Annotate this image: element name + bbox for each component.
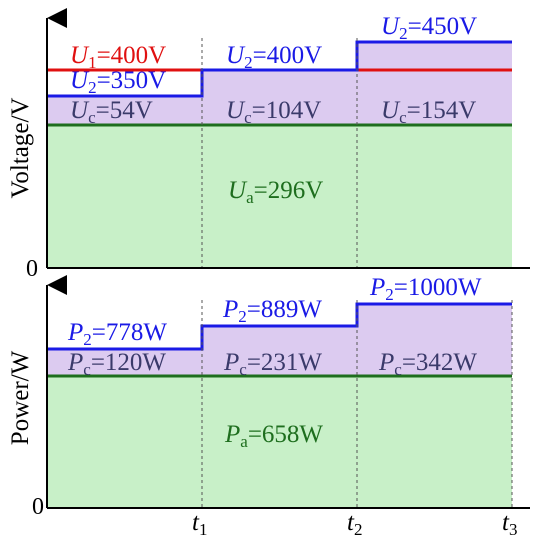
power-purple-area-3 bbox=[357, 304, 512, 376]
p2-step-line bbox=[47, 302, 512, 351]
power-green-area bbox=[47, 376, 512, 508]
u2-step-line bbox=[47, 40, 512, 98]
p2-label-b: P2=889W bbox=[222, 296, 322, 326]
u2-label-a: U2=350V bbox=[70, 67, 166, 97]
pc-label-a: Pc=120W bbox=[67, 349, 166, 379]
voltage-purple-area-3 bbox=[357, 42, 512, 125]
voltage-axis-title: Voltage/V bbox=[7, 98, 34, 199]
power-purple-area-1 bbox=[47, 349, 202, 376]
uc-label-b: Uc=104V bbox=[226, 97, 321, 127]
p2-label-c: P2=1000W bbox=[369, 274, 482, 304]
pc-label-b: Pc=231W bbox=[223, 349, 322, 379]
pa-label: Pa=658W bbox=[224, 421, 323, 451]
p2-label-a: P2=778W bbox=[67, 319, 167, 349]
voltage-purple-area-1 bbox=[47, 96, 202, 125]
power-panel: P2=778W P2=889W P2=1000W Pc=120W Pc=231W… bbox=[7, 274, 530, 520]
uc-label-c: Uc=154V bbox=[381, 97, 476, 127]
power-purple-area-2 bbox=[202, 326, 357, 376]
pc-label-c: Pc=342W bbox=[378, 349, 477, 379]
u1-label: U1=400V bbox=[70, 42, 166, 72]
t2-tick-label: t2 bbox=[347, 509, 362, 539]
voltage-zero-tick: 0 bbox=[26, 256, 38, 282]
u2-label-c: U2=450V bbox=[381, 13, 477, 43]
ua-label: Ua=296V bbox=[228, 177, 323, 207]
t3-tick-label: t3 bbox=[502, 509, 517, 539]
power-zero-tick: 0 bbox=[32, 494, 44, 520]
u2-label-b: U2=400V bbox=[226, 42, 322, 72]
voltage-green-area bbox=[47, 125, 512, 268]
voltage-purple-area-2 bbox=[202, 70, 357, 125]
t1-tick-label: t1 bbox=[192, 509, 207, 539]
voltage-panel: U1=400V U2=350V U2=400V U2=450V Uc=54V U… bbox=[7, 8, 530, 282]
uc-label-a: Uc=54V bbox=[70, 97, 153, 127]
power-axis-title: Power/W bbox=[7, 350, 34, 445]
